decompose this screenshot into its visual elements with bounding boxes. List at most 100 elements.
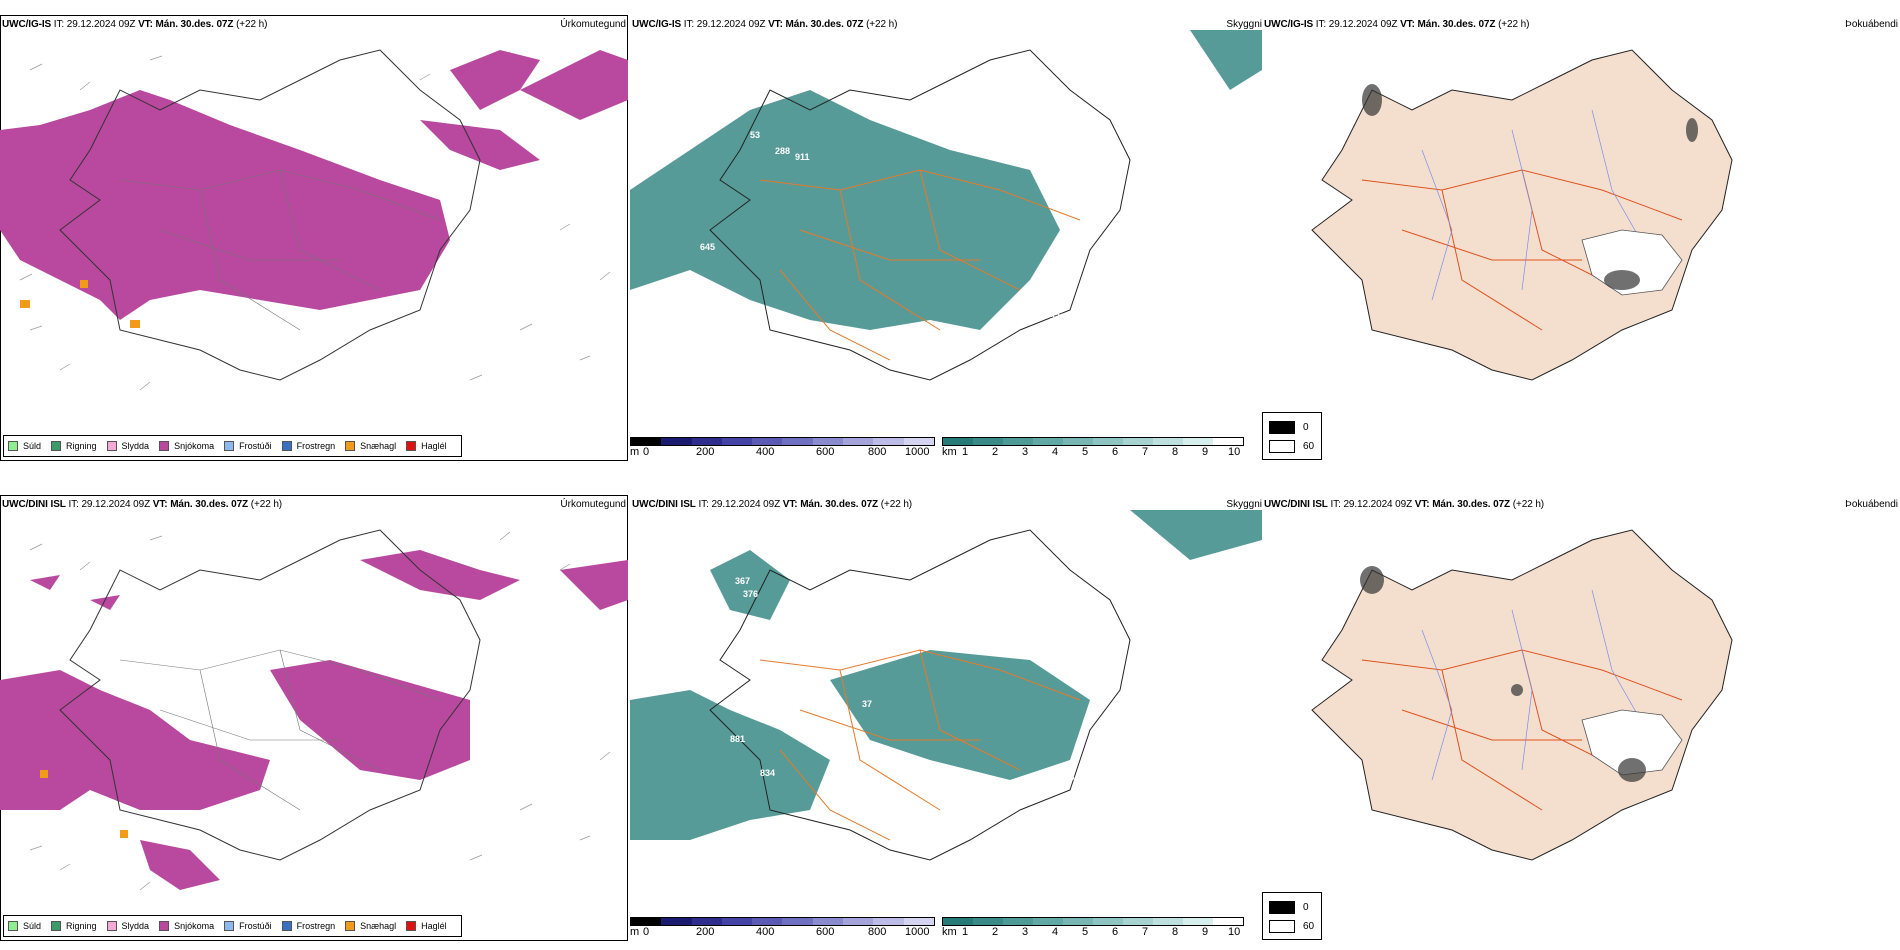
fog-indicator-panel: UWC/IG-IS IT: 29.12.2024 09Z VT: Mán. 30…: [1262, 0, 1900, 470]
snowfall-areas: [0, 50, 628, 320]
panel-title: Skyggni: [1226, 19, 1262, 30]
visibility-map[interactable]: 367 376 76 77 553 760 974 37 881 834 115: [630, 510, 1262, 910]
visibility-tick: 10: [1228, 446, 1241, 458]
cloud-base-tick: 400: [756, 446, 775, 458]
legend-item: Súld: [8, 441, 41, 451]
visibility-unit: km: [942, 926, 957, 938]
road-network: [759, 649, 1081, 841]
cloud-base-value: 834: [760, 768, 775, 778]
panel-title: Úrkomutegund: [560, 19, 626, 30]
fog-legend-label: 0: [1303, 422, 1309, 433]
fog-areas: [1360, 566, 1646, 782]
visibility-tick: 3: [1022, 446, 1029, 458]
cloud-base-colorbar: [630, 437, 935, 446]
legend-swatch: [345, 921, 356, 931]
legend-swatch: [406, 441, 417, 451]
cloud-base-value: 53: [750, 130, 760, 140]
visibility-colorbar: [942, 917, 1244, 926]
legend-item: Frostregn: [281, 441, 335, 451]
cloud-base-value: 367: [735, 576, 750, 586]
visibility-tick: 2: [992, 926, 999, 938]
visibility-tick: 5: [1082, 926, 1089, 938]
panel-title: Þokuábendi: [1845, 19, 1898, 30]
visibility-panel: UWC/IG-IS IT: 29.12.2024 09Z VT: Mán. 30…: [630, 0, 1262, 470]
visibility-tick: 7: [1142, 926, 1149, 938]
fog-swatch: [1269, 920, 1295, 933]
precip-map[interactable]: [0, 30, 628, 430]
fog-map[interactable]: [1262, 30, 1900, 430]
panel-header: UWC/DINI ISL IT: 29.12.2024 09Z VT: Mán.…: [632, 499, 913, 510]
precip-type-panel: UWC/IG-IS IT: 29.12.2024 09Z VT: Mán. 30…: [0, 0, 630, 470]
iceland-coastline: [59, 49, 481, 381]
road-network: [119, 649, 441, 811]
fog-legend-label: 60: [1303, 441, 1315, 452]
legend-item: Frostúði: [224, 441, 272, 451]
cloud-base-value: 760: [700, 687, 715, 697]
iceland-landmass: [1311, 49, 1733, 381]
cloud-base-tick: 0: [643, 926, 650, 938]
panel-header: UWC/IG-IS IT: 29.12.2024 09Z VT: Mán. 30…: [1264, 19, 1530, 30]
iceland-coastline: [59, 529, 481, 861]
legend-swatch: [281, 441, 292, 451]
legend-swatch: [224, 921, 235, 931]
legend-item: Snjókoma: [159, 441, 214, 451]
fog-legend-label: 60: [1303, 921, 1315, 932]
legend-item: Slydda: [106, 921, 149, 931]
legend-swatch: [159, 921, 170, 931]
legend-swatch: [345, 441, 356, 451]
legend-swatch: [224, 441, 235, 451]
precip-map[interactable]: [0, 510, 628, 910]
visibility-tick: 8: [1172, 446, 1179, 458]
snow-pellet-areas: [40, 770, 128, 838]
panel-header: UWC/DINI ISL IT: 29.12.2024 09Z VT: Mán.…: [1264, 499, 1545, 510]
cloud-base-value: 553: [782, 85, 797, 95]
cloud-base-value: 881: [730, 734, 745, 744]
precip-type-panel: UWC/DINI ISL IT: 29.12.2024 09Z VT: Mán.…: [0, 480, 630, 950]
fog-swatch: [1269, 440, 1295, 453]
legend-swatch: [106, 921, 117, 931]
legend-swatch: [8, 441, 18, 451]
iceland-coastline: [709, 49, 1131, 381]
road-network: [119, 169, 441, 331]
cloud-base-tick: 1000: [905, 446, 930, 458]
visibility-tick: 9: [1202, 926, 1209, 938]
visibility-panel: UWC/DINI ISL IT: 29.12.2024 09Z VT: Mán.…: [630, 480, 1262, 950]
cloud-base-tick: 200: [696, 446, 715, 458]
legend-item: Slydda: [106, 441, 149, 451]
cloud-base-value: 50: [1140, 144, 1150, 154]
cloud-base-value: 80: [1055, 337, 1065, 347]
legend-item: Frostúði: [224, 921, 272, 931]
cloud-base-tick: 200: [696, 926, 715, 938]
fog-legend: 0 60: [1262, 412, 1322, 460]
cloud-base-value: 645: [700, 242, 715, 252]
panel-header: UWC/IG-IS IT: 29.12.2024 09Z VT: Mán. 30…: [632, 19, 898, 30]
visibility-tick: 5: [1082, 446, 1089, 458]
cloud-base-value: 37: [862, 699, 872, 709]
legend-swatch: [51, 441, 62, 451]
visibility-tick: 1: [962, 926, 969, 938]
fog-swatch: [1269, 901, 1295, 914]
cloud-base-value: 974: [636, 688, 651, 698]
cloud-base-value: 115: [1060, 772, 1075, 782]
visibility-tick: 2: [992, 446, 999, 458]
cloud-base-tick: 600: [816, 926, 835, 938]
fog-map[interactable]: [1262, 510, 1900, 910]
snow-pellet-areas: [20, 280, 140, 328]
fog-legend: 0 60: [1262, 892, 1322, 940]
cloud-base-value: 532: [1050, 312, 1065, 322]
visibility-tick: 4: [1052, 446, 1059, 458]
cloud-base-tick: 800: [868, 926, 887, 938]
forecast-row-ig-is: UWC/IG-IS IT: 29.12.2024 09Z VT: Mán. 30…: [0, 0, 1900, 470]
legend-item: Snæhagl: [345, 921, 396, 931]
legend-item: Súld: [8, 921, 41, 931]
precip-type-legend: Súld Rigning Slydda Snjókoma Frostúði Fr…: [3, 435, 462, 457]
legend-item: Snæhagl: [345, 441, 396, 451]
cloud-base-tick: 0: [643, 446, 650, 458]
legend-swatch: [51, 921, 62, 931]
legend-item: Rigning: [51, 921, 97, 931]
visibility-map[interactable]: 553 53 288 911 645 339 50 532 80: [630, 30, 1262, 430]
fog-swatch: [1269, 421, 1295, 434]
legend-swatch: [281, 921, 292, 931]
visibility-tick: 6: [1112, 446, 1119, 458]
legend-item: Haglél: [406, 921, 447, 931]
